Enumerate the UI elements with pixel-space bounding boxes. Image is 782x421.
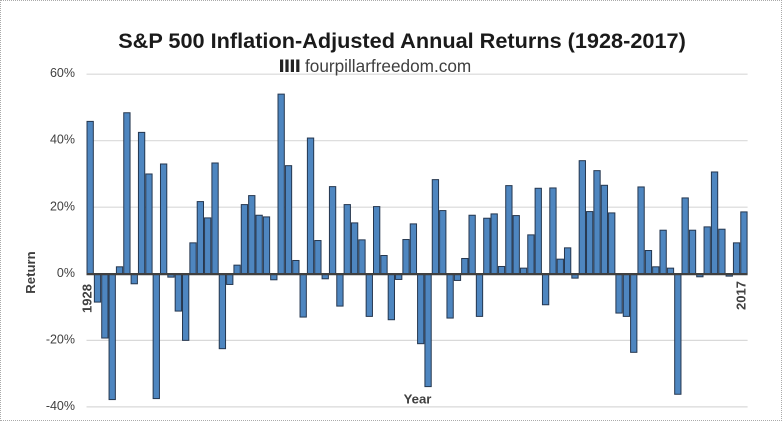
svg-text:20%: 20% [50,199,75,213]
svg-text:40%: 40% [50,133,75,147]
svg-text:1928: 1928 [80,284,95,313]
svg-text:Year: Year [404,392,432,407]
svg-text:-20%: -20% [46,332,75,346]
svg-text:Return: Return [23,251,38,294]
svg-text:-40%: -40% [46,399,75,413]
svg-text:fourpillarfreedom.com: fourpillarfreedom.com [305,56,471,76]
svg-text:60%: 60% [50,66,75,80]
svg-text:0%: 0% [57,266,75,280]
svg-text:2017: 2017 [734,281,749,310]
svg-text:S&P 500 Inflation-Adjusted Ann: S&P 500 Inflation-Adjusted Annual Return… [118,28,686,53]
